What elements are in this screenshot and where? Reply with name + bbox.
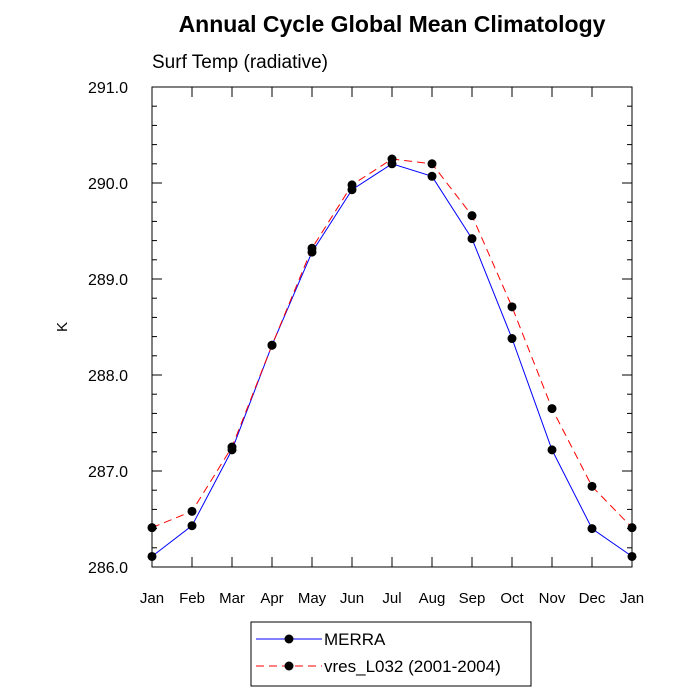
series-0-point (187, 521, 197, 531)
series-1-point (547, 404, 557, 414)
series-1-point (307, 243, 317, 253)
series-line-1 (151, 158, 633, 529)
legend-box (250, 621, 532, 687)
series-0-point (587, 524, 597, 534)
legend-marker-merra (284, 634, 294, 644)
series-1-point (427, 159, 437, 169)
x-tick-label: Oct (500, 590, 524, 607)
series-1-point (227, 442, 237, 452)
x-tick-label: Apr (260, 590, 283, 607)
chart-title: Annual Cycle Global Mean Climatology (179, 11, 606, 37)
y-tick-label: 291.0 (88, 80, 128, 97)
series-0-point (547, 445, 557, 455)
x-tick-label: Jan (620, 590, 644, 607)
series-1-point (187, 506, 197, 516)
legend-marker-vres (284, 661, 294, 671)
x-tick-label: Sep (459, 590, 486, 607)
y-tick-label: 288.0 (88, 368, 128, 385)
x-tick-label: Jan (140, 590, 164, 607)
legend-label-merra: MERRA (324, 630, 386, 649)
series-0-point (627, 551, 637, 561)
x-tick-label: May (298, 590, 327, 607)
x-tick-label: Aug (419, 590, 446, 607)
legend-label-vres: vres_L032 (2001-2004) (324, 657, 501, 676)
y-tick-label: 289.0 (88, 272, 128, 289)
series-line-0 (151, 163, 633, 557)
y-tick-label: 286.0 (88, 560, 128, 577)
series-0-point (147, 551, 157, 561)
series-0-point (507, 334, 517, 344)
chart-subtitle: Surf Temp (radiative) (152, 52, 328, 73)
y-tick-label: 287.0 (88, 464, 128, 481)
y-tick-label: 290.0 (88, 176, 128, 193)
legend: MERRA vres_L032 (2001-2004) (250, 621, 532, 687)
plot-area: 286.0 287.0 288.0 289.0 290.0 291.0 Jan Feb Mar A… (88, 80, 644, 607)
series-1-point (507, 302, 517, 312)
series-1-point (347, 180, 357, 190)
x-tick-label: Dec (579, 590, 606, 607)
series-1-point (387, 154, 397, 164)
y-axis-label: K (54, 322, 71, 332)
series-1-point (147, 523, 157, 533)
series-1-point (587, 481, 597, 491)
x-tick-label: Mar (219, 590, 245, 607)
series-1-point (267, 340, 277, 350)
series-0-point (427, 171, 437, 181)
series-0-point (467, 234, 477, 244)
series-1-point (467, 211, 477, 221)
x-tick-label: Nov (539, 590, 566, 607)
x-tick-label: Jun (340, 590, 364, 607)
series-1-point (627, 523, 637, 533)
x-tick-label: Jul (382, 590, 401, 607)
x-tick-label: Feb (179, 590, 205, 607)
